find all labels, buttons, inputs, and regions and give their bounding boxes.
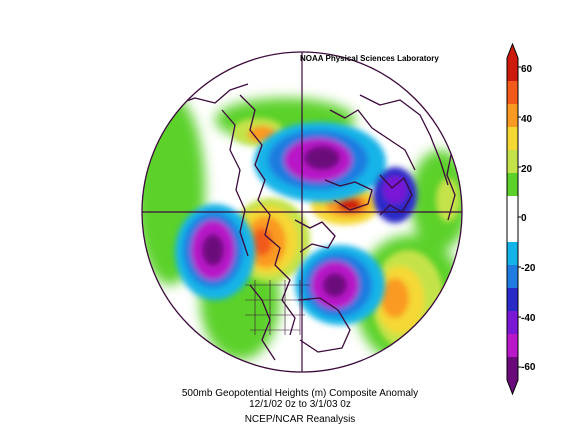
colorbar-segment — [507, 288, 518, 312]
colorbar-tick-label: 20 — [521, 164, 533, 175]
colorbar-segment — [507, 219, 518, 243]
colorbar-tick-label: 0 — [521, 213, 527, 224]
colorbar-segment — [507, 196, 518, 220]
colorbar-max-arrow — [507, 44, 518, 58]
colorbar-segment — [507, 357, 518, 381]
colorbar-tick-label: -40 — [521, 313, 536, 324]
credit-label: NOAA Physical Sciences Laboratory — [300, 54, 439, 63]
colorbar-tick-label: -60 — [521, 362, 536, 373]
map-source: NCEP/NCAR Reanalysis — [244, 414, 356, 425]
colorbar-segment — [507, 104, 518, 128]
colorbar-segment — [507, 242, 518, 266]
colorbar-segment — [507, 334, 518, 358]
map-date-range: 12/1/02 0z to 3/1/03 0z — [249, 399, 351, 410]
anomaly-field — [142, 52, 462, 372]
colorbar-segment — [507, 150, 518, 174]
colorbar-segment — [507, 81, 518, 105]
colorbar-tick-label: 40 — [521, 114, 533, 125]
colorbar-segment — [507, 127, 518, 151]
colorbar-segment — [507, 173, 518, 197]
colorbar-outline — [506, 42, 519, 396]
colorbar — [506, 42, 521, 396]
map-title: 500mb Geopotential Heights (m) Composite… — [181, 388, 419, 399]
map-outline — [141, 51, 463, 373]
colorbar-tick-label: -20 — [521, 263, 536, 274]
colorbar-segment — [507, 58, 518, 82]
colorbar-tick-label: 60 — [521, 64, 533, 75]
colorbar-segment — [507, 265, 518, 289]
colorbar-min-arrow — [507, 380, 518, 394]
colorbar-segment — [507, 311, 518, 335]
